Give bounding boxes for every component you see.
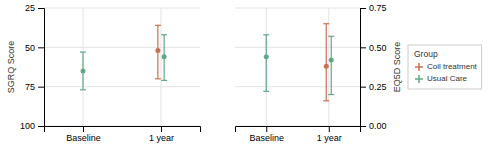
grid-line [235, 86, 360, 87]
y-tick-mark [38, 87, 44, 88]
error-point [155, 25, 161, 78]
y-tick: 0.25 [360, 82, 387, 92]
y-axis-title: EQ5D Score [392, 42, 402, 93]
x-tick: 1 year [149, 126, 174, 143]
grid-line [235, 8, 360, 9]
y-tick: 25 [25, 3, 44, 13]
y-axis: 0.00 0.25 0.50 0.75 [360, 3, 387, 131]
y-tick-label: 0.50 [369, 43, 387, 53]
x-tick: Baseline [249, 126, 284, 143]
x-axis-line [45, 127, 201, 133]
y-tick: 100 [20, 121, 44, 131]
point [81, 68, 86, 73]
error-cap [263, 34, 269, 35]
y-tick: 0.50 [360, 43, 387, 53]
legend: Group Coil treatment Usual Care [408, 45, 482, 89]
x-tick-mark [83, 126, 84, 132]
error-point [263, 35, 269, 92]
y-axis-line [38, 9, 45, 127]
y-tick: 75 [25, 82, 44, 92]
grid-line [235, 47, 360, 48]
error-cap [155, 25, 161, 26]
error-cap [328, 94, 334, 95]
x-tick-label: 1 year [317, 133, 342, 143]
x-axis: Baseline 1 year [236, 126, 361, 143]
error-cap [155, 78, 161, 79]
grid-line [83, 8, 84, 126]
error-bar [326, 24, 327, 101]
x-tick-mark [329, 126, 330, 132]
x-tick-label: 1 year [149, 133, 174, 143]
y-tick-label: 0.25 [369, 82, 387, 92]
y-tick-mark [38, 126, 44, 127]
y-tick-mark [38, 8, 44, 9]
error-cap [80, 89, 86, 90]
error-cap [263, 91, 269, 92]
legend-label: Coil treatment [427, 62, 478, 71]
y-tick-label: 0.00 [369, 121, 387, 131]
error-cap [161, 80, 167, 81]
legend-marker [418, 75, 420, 83]
x-tick: Baseline [66, 126, 101, 143]
y-tick-mark [360, 87, 366, 88]
grid-line [266, 8, 267, 126]
grid-line [44, 47, 200, 48]
x-axis: Baseline 1 year [45, 126, 201, 143]
y-tick-mark [360, 47, 366, 48]
y-tick-mark [360, 8, 366, 9]
legend-box [408, 45, 482, 89]
marks [80, 25, 167, 90]
legend-marker [418, 63, 420, 71]
grid-line [44, 86, 200, 87]
y-tick: 0.00 [360, 121, 387, 131]
y-tick-label: 25 [25, 3, 35, 13]
point [162, 54, 167, 59]
x-tick-label: Baseline [66, 133, 101, 143]
y-tick-label: 50 [25, 43, 35, 53]
grid [235, 8, 360, 126]
y-tick-mark [38, 47, 44, 48]
point [324, 64, 329, 69]
error-cap [161, 34, 167, 35]
grid [44, 8, 200, 126]
y-tick-label: 100 [20, 121, 35, 131]
y-axis: 25 50 75 100 [20, 3, 45, 131]
marks [263, 24, 334, 101]
panel: 0.00 0.25 0.50 0.75 Baseline 1 year EQ5D Score [235, 3, 402, 143]
x-tick-label: Baseline [249, 133, 284, 143]
x-tick-mark [161, 126, 162, 132]
error-point [328, 36, 334, 94]
legend-label: Usual Care [427, 74, 468, 83]
error-cap [323, 23, 329, 24]
error-point [161, 35, 167, 81]
legend-item: Usual Care [415, 74, 468, 83]
error-cap [80, 51, 86, 52]
point [264, 54, 269, 59]
x-axis-line [236, 127, 361, 133]
y-tick: 0.75 [360, 3, 387, 13]
error-bar [266, 35, 267, 92]
point [329, 57, 334, 62]
legend-title: Group [414, 49, 438, 59]
error-point [323, 24, 329, 101]
y-tick-label: 75 [25, 82, 35, 92]
point [155, 48, 160, 53]
panel: 25 50 75 100 Baseline 1 year SGRQ Score [6, 3, 200, 143]
grid-line [44, 8, 200, 9]
y-axis-title: SGRQ Score [6, 41, 16, 94]
y-tick: 50 [25, 43, 44, 53]
error-bar [331, 36, 332, 94]
error-cap [328, 36, 334, 37]
chart: 25 50 75 100 Baseline 1 year SGRQ Score 0.00 0.2… [0, 0, 500, 157]
y-tick-label: 0.75 [369, 3, 387, 13]
error-point [80, 52, 86, 90]
legend-item: Coil treatment [415, 62, 478, 71]
x-tick: 1 year [317, 126, 342, 143]
error-cap [323, 100, 329, 101]
y-axis-line [361, 9, 367, 127]
x-tick-mark [266, 126, 267, 132]
